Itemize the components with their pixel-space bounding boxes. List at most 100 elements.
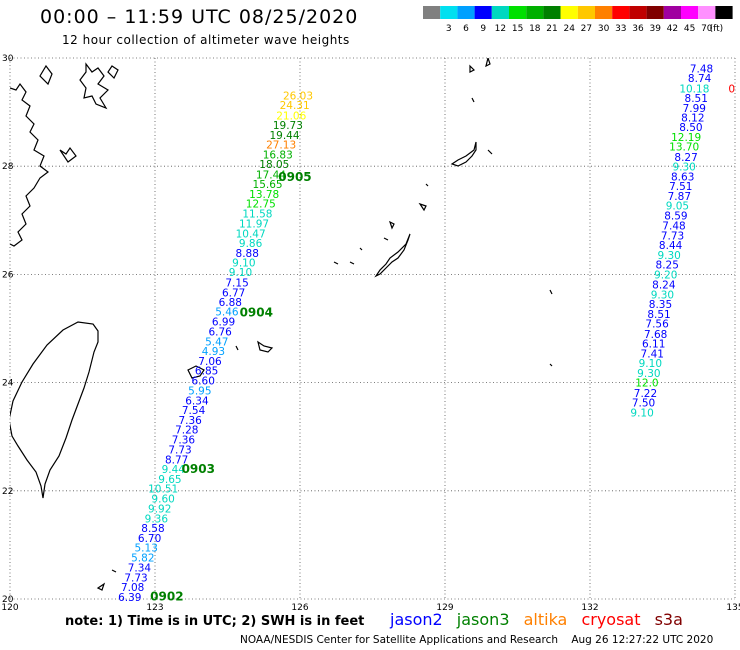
scale-swatch: [646, 6, 664, 19]
wave-height-value: 7.06: [198, 356, 222, 368]
legend-jason3: jason3: [456, 610, 510, 629]
wave-height-value: 15.65: [253, 179, 283, 191]
wave-height-value: 7.48: [662, 221, 685, 233]
wave-height-value: 4.93: [202, 346, 225, 358]
scale-label: 12: [495, 24, 506, 34]
coastlines: [10, 58, 553, 591]
wave-height-value: 12.0: [635, 378, 658, 390]
wave-height-value: 8.51: [685, 93, 708, 105]
wave-height-value: 8.24: [652, 280, 676, 292]
wave-height-value: 8.58: [141, 523, 164, 535]
scale-swatch: [663, 6, 681, 19]
wave-height-value: 7.51: [669, 181, 692, 193]
wave-height-value: 12.75: [246, 199, 276, 211]
pass-time-labels: 0902 0903 0904 0905: [150, 170, 311, 603]
scale-label: 39: [649, 24, 661, 34]
pass-time-label: 0904: [240, 305, 273, 319]
scale-label: 18: [529, 24, 541, 34]
wave-height-value: 7.34: [128, 563, 152, 575]
lat-tick-label: 20: [2, 595, 14, 605]
lat-tick-label: 30: [2, 54, 14, 64]
wave-height-value: 7.73: [661, 230, 684, 242]
axis-tick-labels: 120 123 126 129 132 135 20 22 24 26 28 30: [1, 54, 740, 612]
wave-height-value: 5.47: [205, 336, 228, 348]
wave-height-value: 9.92: [148, 504, 171, 516]
wave-height-value: 7.73: [168, 445, 191, 457]
legend-cryosat: cryosat: [581, 610, 641, 629]
scale-label: 3: [446, 24, 452, 34]
taiwan-coastline: [10, 321, 99, 499]
wave-height-value: 7.48: [690, 63, 713, 75]
scale-swatch: [577, 6, 595, 19]
wave-height-value: 7.08: [121, 582, 144, 594]
wave-height-value: 26.03: [283, 90, 313, 102]
scale-swatch: [491, 6, 509, 19]
wave-height-value: 9.10: [639, 358, 662, 370]
altimeter-map: 6.397.087.737.345.825.136.708.589.369.92…: [1, 54, 740, 612]
wave-height-value: 0: [728, 83, 735, 95]
wave-height-value: 19.73: [273, 120, 303, 132]
wave-height-value: 9.10: [232, 257, 255, 269]
scale-label: 24: [563, 24, 575, 34]
wave-height-value: 13.78: [249, 189, 279, 201]
wave-height-value: 9.65: [158, 474, 181, 486]
scale-swatch: [715, 6, 733, 19]
lat-tick-label: 24: [2, 379, 14, 389]
scale-swatch: [457, 6, 475, 19]
color-scale: 3 6 9 12 15 18 21 24 27 30 33 36 39 42 45 70(ft): [423, 6, 733, 34]
wave-height-value: 9.44: [162, 464, 186, 476]
wave-height-value: 7.54: [182, 405, 206, 417]
wave-height-value: 17.44: [256, 169, 286, 181]
scale-swatch: [474, 6, 492, 19]
scale-swatch: [681, 6, 699, 19]
wave-height-value: 7.15: [225, 278, 248, 290]
map-subtitle: 12 hour collection of altimeter wave hei…: [62, 33, 350, 47]
wave-height-value: 9.20: [654, 269, 677, 281]
wave-height-value: 9.10: [630, 407, 653, 419]
wave-height-value: 5.95: [188, 386, 211, 398]
pass-time-label: 0903: [182, 462, 215, 476]
legend-s3a: s3a: [654, 610, 683, 629]
wave-height-value: 6.99: [212, 316, 235, 328]
pass-time-label: 0905: [278, 170, 311, 184]
wave-height-value: 9.05: [666, 201, 689, 213]
scale-swatch: [543, 6, 561, 19]
scale-label: 45: [684, 24, 695, 34]
scale-label: 27: [581, 24, 592, 34]
wave-height-value: 5.46: [215, 307, 239, 319]
scale-swatch: [595, 6, 613, 19]
wave-height-value: 21.06: [276, 110, 306, 122]
pass-time-label: 0902: [150, 589, 183, 603]
lat-tick-label: 22: [2, 487, 13, 497]
wave-height-value: 8.35: [649, 299, 672, 311]
lat-tick-label: 28: [2, 162, 14, 172]
wave-height-value: 8.44: [659, 240, 683, 252]
wave-height-value: 6.88: [219, 297, 242, 309]
wave-height-value: 9.30: [657, 250, 680, 262]
scale-swatch: [560, 6, 578, 19]
wave-height-value: 9.30: [637, 368, 660, 380]
wave-height-value: 11.58: [242, 208, 272, 220]
graticule: [9, 57, 736, 600]
scale-swatch: [526, 6, 544, 19]
scale-label: 15: [512, 24, 523, 34]
scale-swatch: [698, 6, 716, 19]
wave-height-value: 16.83: [263, 149, 293, 161]
scale-label: 21: [546, 24, 557, 34]
wave-height-value: 7.41: [641, 348, 664, 360]
lon-tick-label: 120: [1, 603, 18, 612]
wave-height-value: 10.18: [679, 83, 709, 95]
lon-tick-label: 132: [581, 603, 598, 612]
wave-height-value: 9.30: [651, 289, 674, 301]
wave-height-value: 7.28: [175, 425, 198, 437]
wave-height-value: 10.47: [236, 228, 266, 240]
wave-height-value: 18.05: [259, 159, 289, 171]
wave-height-value: 8.50: [679, 122, 702, 134]
wave-height-value: 7.73: [124, 572, 147, 584]
wave-height-value: 9.30: [672, 162, 695, 174]
wave-height-value: 7.56: [645, 319, 669, 331]
wave-height-value: 19.44: [269, 130, 299, 142]
lat-tick-label: 26: [2, 270, 14, 280]
wave-height-value: 11.97: [239, 219, 269, 231]
wave-height-value: 27.13: [266, 140, 296, 152]
